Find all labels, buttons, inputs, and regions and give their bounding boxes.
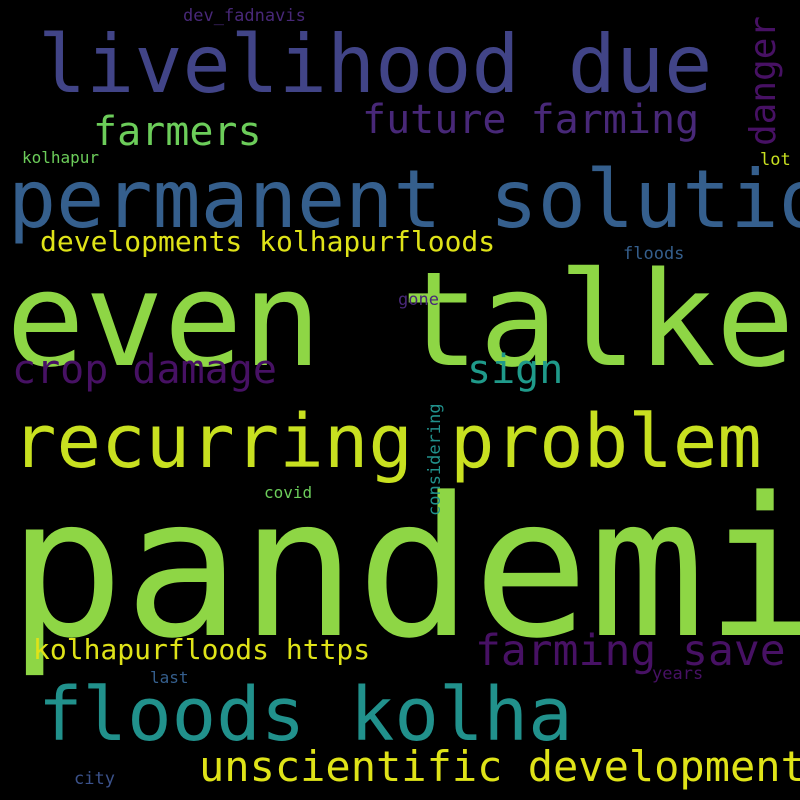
word-crop-damage: crop damage (12, 347, 277, 393)
word-permanent-solution: permanent solution (8, 153, 800, 246)
word-even-talked: even talked (6, 243, 800, 396)
word-future-farming: future farming (362, 97, 700, 143)
word-city: city (74, 769, 115, 789)
word-considering: considering (425, 403, 445, 516)
word-farmers: farmers (93, 109, 262, 155)
word-floods-kolha: floods kolha (38, 672, 573, 758)
word-pandemic: pandemic (8, 456, 800, 681)
word-lot: lot (760, 150, 791, 170)
word-floods: floods (623, 244, 685, 264)
word-last: last (150, 668, 189, 687)
word-recurring: recurring (12, 399, 413, 485)
word-farming-save: farming save (475, 626, 786, 676)
word-kolhapurfloods-https: kolhapurfloods https (33, 633, 371, 666)
word-developments-kolhapurfloods: developments kolhapurfloods (40, 225, 496, 258)
word-years: years (652, 664, 704, 684)
word-problem: problem (450, 399, 762, 485)
word-gone: gone (398, 290, 439, 310)
word-kolhapur: kolhapur (22, 148, 100, 167)
word-sign: sign (467, 347, 564, 393)
word-covid: covid (264, 483, 313, 502)
word-livelihood-due: livelihood due (38, 18, 713, 111)
word-dev-fadnavis: dev_fadnavis (183, 6, 306, 26)
word-unscientific-developments: unscientific developments (199, 742, 800, 791)
word-danger: danger (743, 15, 784, 146)
